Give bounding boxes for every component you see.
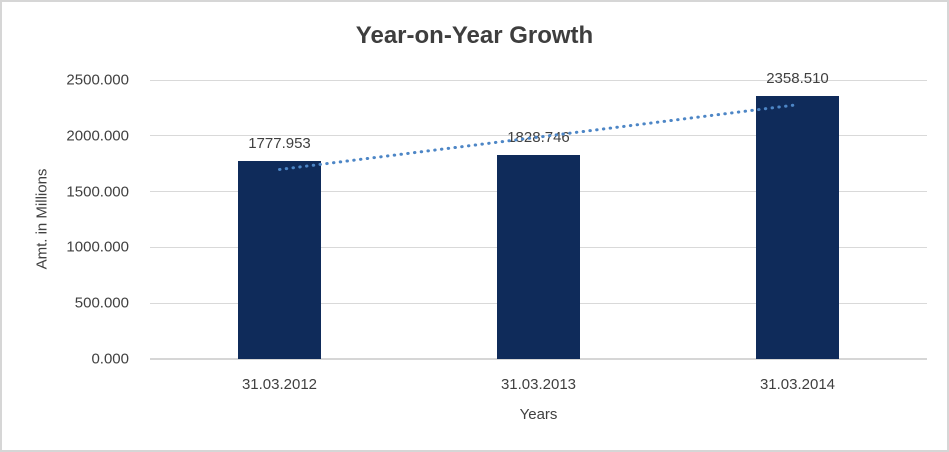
y-tick-label: 2000.000 — [66, 127, 129, 145]
x-tick-label: 31.03.2012 — [241, 376, 318, 393]
x-axis-title: Years — [519, 406, 558, 423]
bar-31.03.2013 — [497, 154, 580, 359]
y-tick-label: 0.000 — [91, 350, 129, 368]
gridline — [150, 79, 927, 81]
bar-value-label: 1777.953 — [248, 134, 311, 152]
bar-value-label: 1828.746 — [507, 128, 570, 146]
y-tick-label: 2500.000 — [66, 71, 129, 89]
x-axis-line — [150, 358, 927, 360]
bar-31.03.2012 — [238, 160, 321, 359]
bar-31.03.2014 — [756, 95, 839, 359]
y-axis: 0.000 500.000 1000.000 1500.000 2000.000 2500… — [2, 2, 129, 450]
bar-value-label: 2358.510 — [766, 69, 829, 87]
x-tick-label: 31.03.2014 — [759, 376, 836, 393]
y-tick-label: 500.000 — [74, 294, 129, 312]
x-tick-label: 31.03.2013 — [500, 376, 577, 393]
y-tick-label: 1000.000 — [66, 238, 129, 256]
y-tick-label: 1500.000 — [66, 183, 129, 201]
chart-title: Year-on-Year Growth — [355, 22, 594, 49]
